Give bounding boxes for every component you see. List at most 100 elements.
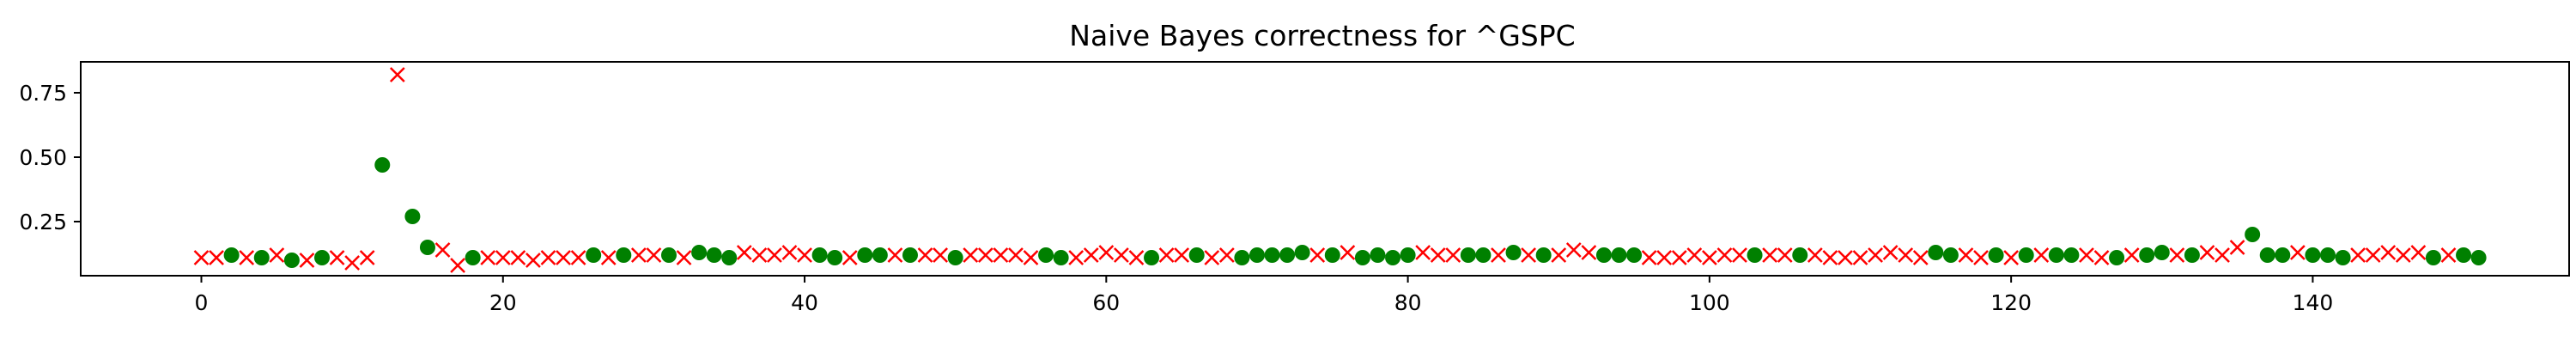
x-tick-label: 0 bbox=[195, 290, 209, 315]
data-point-x bbox=[2395, 247, 2411, 263]
data-point-x bbox=[2003, 250, 2020, 265]
data-point-x bbox=[239, 250, 255, 265]
data-point-circle bbox=[2470, 250, 2487, 265]
data-point-x bbox=[1114, 247, 1129, 263]
data-point-circle bbox=[1324, 247, 1340, 263]
data-point-x bbox=[2410, 245, 2427, 260]
data-point-x bbox=[751, 247, 768, 263]
chart-marks bbox=[193, 67, 2487, 273]
data-point-x bbox=[510, 250, 526, 265]
data-point-x bbox=[344, 255, 361, 271]
data-point-x bbox=[2350, 247, 2366, 263]
data-point-x bbox=[797, 247, 812, 263]
data-point-x bbox=[193, 250, 210, 265]
data-point-x bbox=[480, 250, 496, 265]
data-point-circle bbox=[660, 247, 677, 263]
data-point-circle bbox=[2305, 247, 2321, 263]
data-point-circle bbox=[1370, 247, 1386, 263]
data-point-circle bbox=[2245, 227, 2261, 242]
data-point-circle bbox=[1942, 247, 1959, 263]
data-point-x bbox=[1083, 247, 1099, 263]
data-point-circle bbox=[1505, 245, 1522, 260]
data-point-x bbox=[1701, 250, 1717, 265]
x-tick-label: 100 bbox=[1689, 290, 1730, 315]
data-point-x bbox=[1973, 250, 1989, 265]
data-point-circle bbox=[1611, 247, 1627, 263]
data-point-circle bbox=[902, 247, 918, 263]
data-point-x bbox=[600, 250, 617, 265]
data-point-circle bbox=[827, 250, 843, 265]
data-point-x bbox=[1732, 247, 1747, 263]
data-point-x bbox=[1852, 250, 1868, 265]
data-point-x bbox=[887, 247, 903, 263]
data-point-x bbox=[1174, 247, 1190, 263]
data-point-circle bbox=[2319, 247, 2336, 263]
data-point-x bbox=[540, 250, 556, 265]
data-point-x bbox=[1340, 245, 1356, 260]
data-point-x bbox=[269, 247, 285, 263]
data-point-circle bbox=[811, 247, 828, 263]
data-point-x bbox=[676, 250, 692, 265]
data-point-x bbox=[1445, 247, 1461, 263]
data-point-circle bbox=[1626, 247, 1643, 263]
data-point-circle bbox=[1747, 247, 1763, 263]
data-point-x bbox=[2380, 245, 2397, 260]
data-point-x bbox=[1204, 250, 1220, 265]
data-point-x bbox=[495, 250, 511, 265]
data-point-circle bbox=[1928, 245, 1944, 260]
data-point-x bbox=[1912, 250, 1929, 265]
data-point-x bbox=[1686, 247, 1703, 263]
plot-frame bbox=[80, 61, 2570, 277]
data-point-circle bbox=[465, 250, 481, 265]
data-point-x bbox=[1098, 245, 1115, 260]
data-point-circle bbox=[872, 247, 888, 263]
data-point-circle bbox=[2184, 247, 2200, 263]
data-point-x bbox=[434, 242, 451, 258]
data-point-x bbox=[1023, 250, 1039, 265]
data-point-circle bbox=[2139, 247, 2155, 263]
data-point-x bbox=[526, 253, 541, 268]
data-point-x bbox=[2169, 247, 2185, 263]
data-point-circle bbox=[1792, 247, 1808, 263]
data-point-x bbox=[1430, 247, 1446, 263]
data-point-x bbox=[2199, 245, 2215, 260]
data-point-x bbox=[450, 258, 465, 273]
chart-axes: 0 20 40 60 80 100 120 140 0.25 0.50 0.75 bbox=[19, 81, 2333, 315]
data-point-circle bbox=[1400, 247, 1416, 263]
y-tick-label: 0.50 bbox=[19, 145, 67, 170]
data-point-x bbox=[767, 247, 782, 263]
data-point-x bbox=[1008, 247, 1024, 263]
data-point-x bbox=[1882, 245, 1899, 260]
data-point-x bbox=[1521, 247, 1536, 263]
data-point-circle bbox=[1294, 245, 1310, 260]
data-point-circle bbox=[1988, 247, 2004, 263]
data-point-x bbox=[1565, 242, 1582, 258]
data-point-circle bbox=[1188, 247, 1205, 263]
data-point-circle bbox=[691, 245, 708, 260]
data-point-circle bbox=[1385, 250, 1401, 265]
data-point-x bbox=[2289, 245, 2306, 260]
data-point-x bbox=[1868, 247, 1883, 263]
data-point-x bbox=[2079, 247, 2094, 263]
data-point-circle bbox=[1475, 247, 1492, 263]
data-point-x bbox=[2215, 247, 2230, 263]
data-point-x bbox=[1491, 247, 1506, 263]
data-point-x bbox=[781, 245, 798, 260]
data-point-circle bbox=[1234, 250, 1250, 265]
data-point-x bbox=[329, 250, 345, 265]
data-point-circle bbox=[283, 253, 300, 268]
data-point-x bbox=[1898, 247, 1914, 263]
data-point-circle bbox=[706, 247, 722, 263]
data-point-x bbox=[1958, 247, 1974, 263]
x-tick-label: 80 bbox=[1394, 290, 1422, 315]
data-point-x bbox=[209, 250, 224, 265]
data-point-x bbox=[1128, 250, 1145, 265]
data-point-x bbox=[963, 247, 979, 263]
data-point-circle bbox=[2259, 247, 2275, 263]
data-point-circle bbox=[2048, 247, 2064, 263]
data-point-circle bbox=[419, 240, 435, 255]
data-point-circle bbox=[857, 247, 873, 263]
data-point-x bbox=[2440, 247, 2457, 263]
x-tick-label: 120 bbox=[1990, 290, 2032, 315]
